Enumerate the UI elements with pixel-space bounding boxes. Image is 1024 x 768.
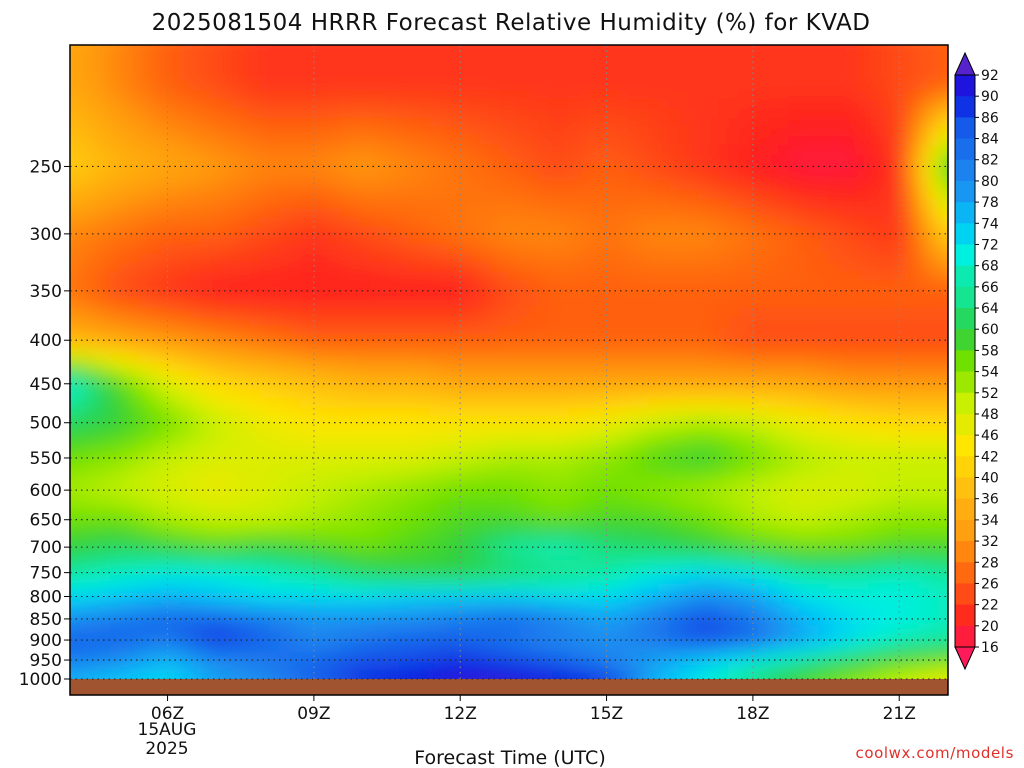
colorbar-tick-label: 78 xyxy=(981,195,999,211)
credit-text: coolwx.com/models xyxy=(856,744,1015,762)
colorbar-tick-label: 52 xyxy=(981,386,999,402)
colorbar-top-arrow xyxy=(954,51,976,76)
colorbar-swatch xyxy=(955,329,975,351)
x-axis-label: Forecast Time (UTC) xyxy=(414,747,605,768)
colorbar-tick-label: 34 xyxy=(981,513,999,529)
y-tick-label: 400 xyxy=(30,331,62,351)
x-tick-label: 18Z xyxy=(736,704,769,724)
colorbar-tick-label: 40 xyxy=(981,471,999,487)
y-tick-label: 700 xyxy=(30,538,62,558)
colorbar-tick-label: 68 xyxy=(981,259,999,275)
colorbar-swatch xyxy=(955,350,975,373)
x-tick-label: 12Z xyxy=(444,704,477,724)
colorbar-swatch xyxy=(955,519,975,542)
colorbar-tick-label: 20 xyxy=(981,619,999,635)
colorbar-tick-label: 26 xyxy=(981,576,999,592)
colorbar-tick-label: 46 xyxy=(981,428,999,444)
y-axis: 2503003504004505005506006507007508008509… xyxy=(19,157,70,690)
colorbar-swatch xyxy=(955,308,975,330)
y-tick-label: 900 xyxy=(30,631,62,651)
colorbar-frame xyxy=(954,74,976,648)
heatmap-field xyxy=(70,45,948,679)
colorbar-tick-label: 64 xyxy=(981,301,999,317)
x-axis: 06Z 09Z 12Z 15Z 18Z 21Z xyxy=(151,695,916,724)
colorbar-swatch xyxy=(955,371,975,394)
colorbar-tick-label: 82 xyxy=(981,153,999,169)
x-tick-label: 06Z xyxy=(151,704,184,724)
colorbar-swatch xyxy=(955,392,975,415)
x-tick-label: 21Z xyxy=(883,704,916,724)
colorbar-tick-label: 42 xyxy=(981,449,999,465)
colorbar-swatch xyxy=(955,180,975,203)
colorbar-tick-label: 48 xyxy=(981,407,999,423)
colorbar-swatch xyxy=(955,413,975,436)
x-tick-label: 09Z xyxy=(297,704,330,724)
y-tick-label: 600 xyxy=(30,481,62,501)
colorbar-tick-label: 58 xyxy=(981,343,999,359)
colorbar-swatch xyxy=(955,435,975,457)
colorbar-swatch xyxy=(955,117,975,140)
grid-lines xyxy=(70,45,948,680)
colorbar-swatch xyxy=(955,265,975,288)
colorbar-tick-label: 66 xyxy=(981,280,999,296)
colorbar-tick-label: 84 xyxy=(981,132,999,148)
colorbar-swatch xyxy=(955,625,975,648)
colorbar-swatch xyxy=(955,498,975,521)
colorbar-tick-label: 74 xyxy=(981,216,999,232)
colorbar-tick-label: 80 xyxy=(981,174,999,190)
x-tick-label: 15Z xyxy=(590,704,623,724)
colorbar-tick-label: 60 xyxy=(981,322,999,338)
colorbar-tick-label: 92 xyxy=(981,68,999,84)
y-tick-label: 650 xyxy=(30,511,62,531)
colorbar-tick-label: 36 xyxy=(981,492,999,508)
colorbar-swatch xyxy=(955,583,975,606)
y-tick-label: 950 xyxy=(30,651,62,671)
y-tick-label: 300 xyxy=(30,225,62,245)
y-tick-label: 850 xyxy=(30,610,62,630)
y-tick-label: 1000 xyxy=(19,670,62,690)
colorbar-swatch xyxy=(955,223,975,245)
y-tick-label: 800 xyxy=(30,587,62,607)
colorbar-swatch xyxy=(955,456,975,479)
x-date-year: 2025 xyxy=(145,739,188,759)
y-tick-label: 750 xyxy=(30,564,62,584)
colorbar-swatch xyxy=(955,159,975,182)
colorbar-tick-label: 28 xyxy=(981,555,999,571)
colorbar-tick-label: 54 xyxy=(981,365,999,381)
y-tick-label: 500 xyxy=(30,414,62,434)
colorbar-swatch xyxy=(955,202,975,224)
colorbar-tick-label: 22 xyxy=(981,598,999,614)
colorbar-swatch xyxy=(955,96,975,118)
x-date-day: 15AUG xyxy=(138,720,197,740)
colorbar-swatch xyxy=(955,244,975,267)
colorbar-tick-label: 90 xyxy=(981,89,999,105)
colorbar-bottom-arrow xyxy=(954,646,976,671)
y-tick-label: 550 xyxy=(30,449,62,469)
colorbar-tick-label: 86 xyxy=(981,110,999,126)
y-tick-label: 250 xyxy=(30,157,62,177)
colorbar: 92 90 86 84 82 80 78 74 72 68 66 64 60 58 54 52 48 46 42 40… xyxy=(954,51,999,671)
ground-strip xyxy=(70,679,948,695)
colorbar-swatch xyxy=(955,541,975,563)
colorbar-swatch xyxy=(955,604,975,627)
colorbar-tick-label: 32 xyxy=(981,534,999,550)
y-tick-label: 450 xyxy=(30,375,62,395)
colorbar-swatch xyxy=(955,138,975,161)
colorbar-swatch xyxy=(955,562,975,584)
plot-frame xyxy=(69,44,949,696)
colorbar-swatch xyxy=(955,286,975,309)
colorbar-tick-label: 16 xyxy=(981,640,999,656)
colorbar-swatch xyxy=(955,477,975,500)
y-tick-label: 350 xyxy=(30,282,62,302)
chart-title: 2025081504 HRRR Forecast Relative Humidi… xyxy=(152,10,871,36)
colorbar-tick-label: 72 xyxy=(981,237,999,253)
colorbar-swatch xyxy=(955,75,975,97)
